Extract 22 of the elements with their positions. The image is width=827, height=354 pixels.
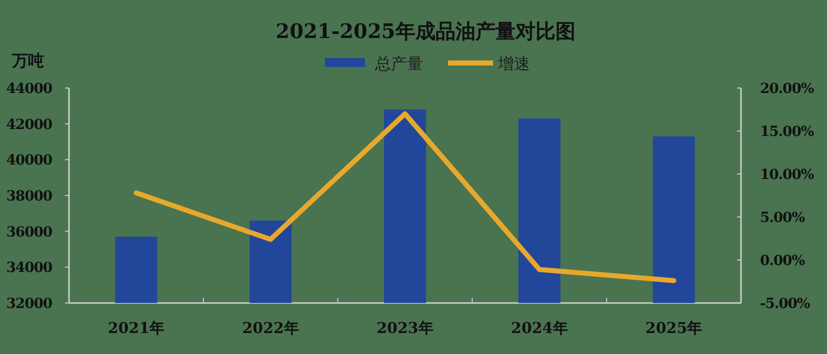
y2-tick-label: 10.00% [760,167,814,183]
y2-tick-label: 20.00% [760,81,814,97]
y-tick-label: 36000 [6,224,53,240]
x-tick-label: 2021年 [108,319,165,337]
legend-label: 增速 [497,54,530,73]
y2-tick-label: 5.00% [760,210,805,226]
x-tick-label: 2024年 [511,319,568,337]
y-tick-label: 40000 [6,152,53,169]
y-tick-label: 38000 [6,188,53,204]
x-tick-label: 2022年 [242,319,299,337]
y-tick-label: 42000 [6,116,53,133]
y-tick-label: 44000 [6,81,53,97]
x-tick-label: 2023年 [376,319,434,337]
y-tick-label: 34000 [6,260,53,276]
chart-title: 2021-2025年成品油产量对比图 [276,19,576,43]
y-tick-label: 32000 [6,296,53,312]
y-axis-title: 万吨 [11,51,44,70]
legend-label: 总产量 [374,54,423,73]
y2-tick-label: -5.00% [760,296,810,312]
x-tick-label: 2025年 [645,319,702,337]
y2-tick-label: 0.00% [760,253,805,269]
y2-tick-label: 15.00% [760,124,814,140]
